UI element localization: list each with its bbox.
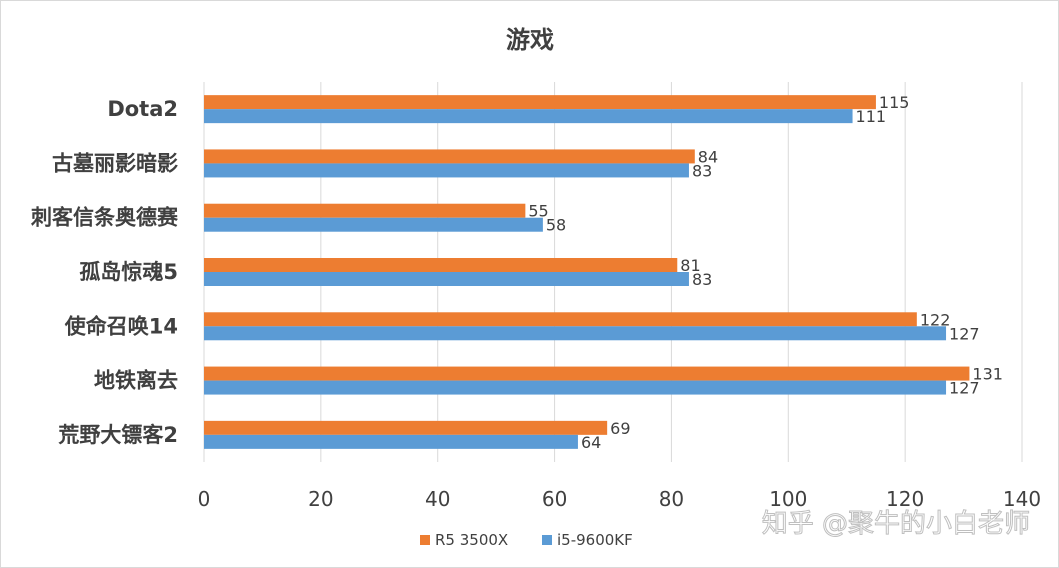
data-label: 69	[610, 419, 630, 438]
bar-r5-3500x	[204, 312, 917, 327]
bar-i5-9600kf	[204, 434, 578, 449]
category-label: Dota2	[107, 97, 178, 121]
data-label: 55	[528, 202, 548, 221]
bar-r5-3500x	[204, 420, 608, 435]
legend: R5 3500X i5-9600KF	[420, 531, 633, 549]
data-label: 111	[856, 107, 887, 126]
bar-i5-9600kf	[204, 326, 947, 341]
data-label: 127	[949, 379, 980, 398]
data-label: 122	[920, 310, 951, 329]
legend-swatch	[420, 535, 430, 545]
x-tick-label: 60	[542, 487, 567, 511]
bar-r5-3500x	[204, 149, 695, 164]
bar-i5-9600kf	[204, 163, 689, 178]
category-label: 荒野大镖客2	[58, 423, 178, 447]
data-label: 58	[546, 216, 566, 235]
data-label: 131	[972, 365, 1003, 384]
chart-title: 游戏	[506, 26, 554, 54]
data-label: 84	[698, 147, 718, 166]
bar-i5-9600kf	[204, 217, 543, 232]
bar-i5-9600kf	[204, 272, 689, 286]
category-label: 地铁离去	[94, 369, 178, 393]
x-tick-labels: 0 20 40 60 80 100 120 140	[198, 487, 1041, 511]
bar-r5-3500x	[204, 258, 678, 272]
watermark-text: 知乎 @聚牛的小白老师	[762, 509, 1030, 539]
category-label: 使命召唤14	[64, 314, 178, 338]
category-label: 古墓丽影暗影	[52, 151, 178, 175]
data-label: 127	[949, 324, 980, 343]
data-label: 83	[692, 161, 712, 180]
data-label: 83	[692, 270, 712, 289]
bar-i5-9600kf	[204, 109, 853, 124]
bar-r5-3500x	[204, 95, 876, 110]
data-label: 81	[680, 256, 700, 275]
x-tick-label: 80	[659, 487, 684, 511]
x-tick-label: 100	[769, 487, 807, 511]
x-tick-label: 0	[198, 487, 211, 511]
bar-i5-9600kf	[204, 380, 947, 395]
x-tick-label: 140	[1003, 487, 1041, 511]
data-label: 115	[879, 93, 910, 112]
x-tick-label: 40	[425, 487, 450, 511]
bar-r5-3500x	[204, 203, 526, 218]
bars	[204, 95, 970, 449]
x-tick-label: 120	[886, 487, 924, 511]
category-label: 刺客信条奥德赛	[31, 206, 179, 230]
data-label: 64	[581, 433, 601, 452]
legend-label: R5 3500X	[435, 531, 508, 549]
legend-swatch	[542, 535, 552, 545]
bar-r5-3500x	[204, 366, 970, 381]
legend-label: i5-9600KF	[557, 531, 633, 549]
x-tick-label: 20	[308, 487, 333, 511]
category-label: 孤岛惊魂5	[79, 260, 178, 284]
